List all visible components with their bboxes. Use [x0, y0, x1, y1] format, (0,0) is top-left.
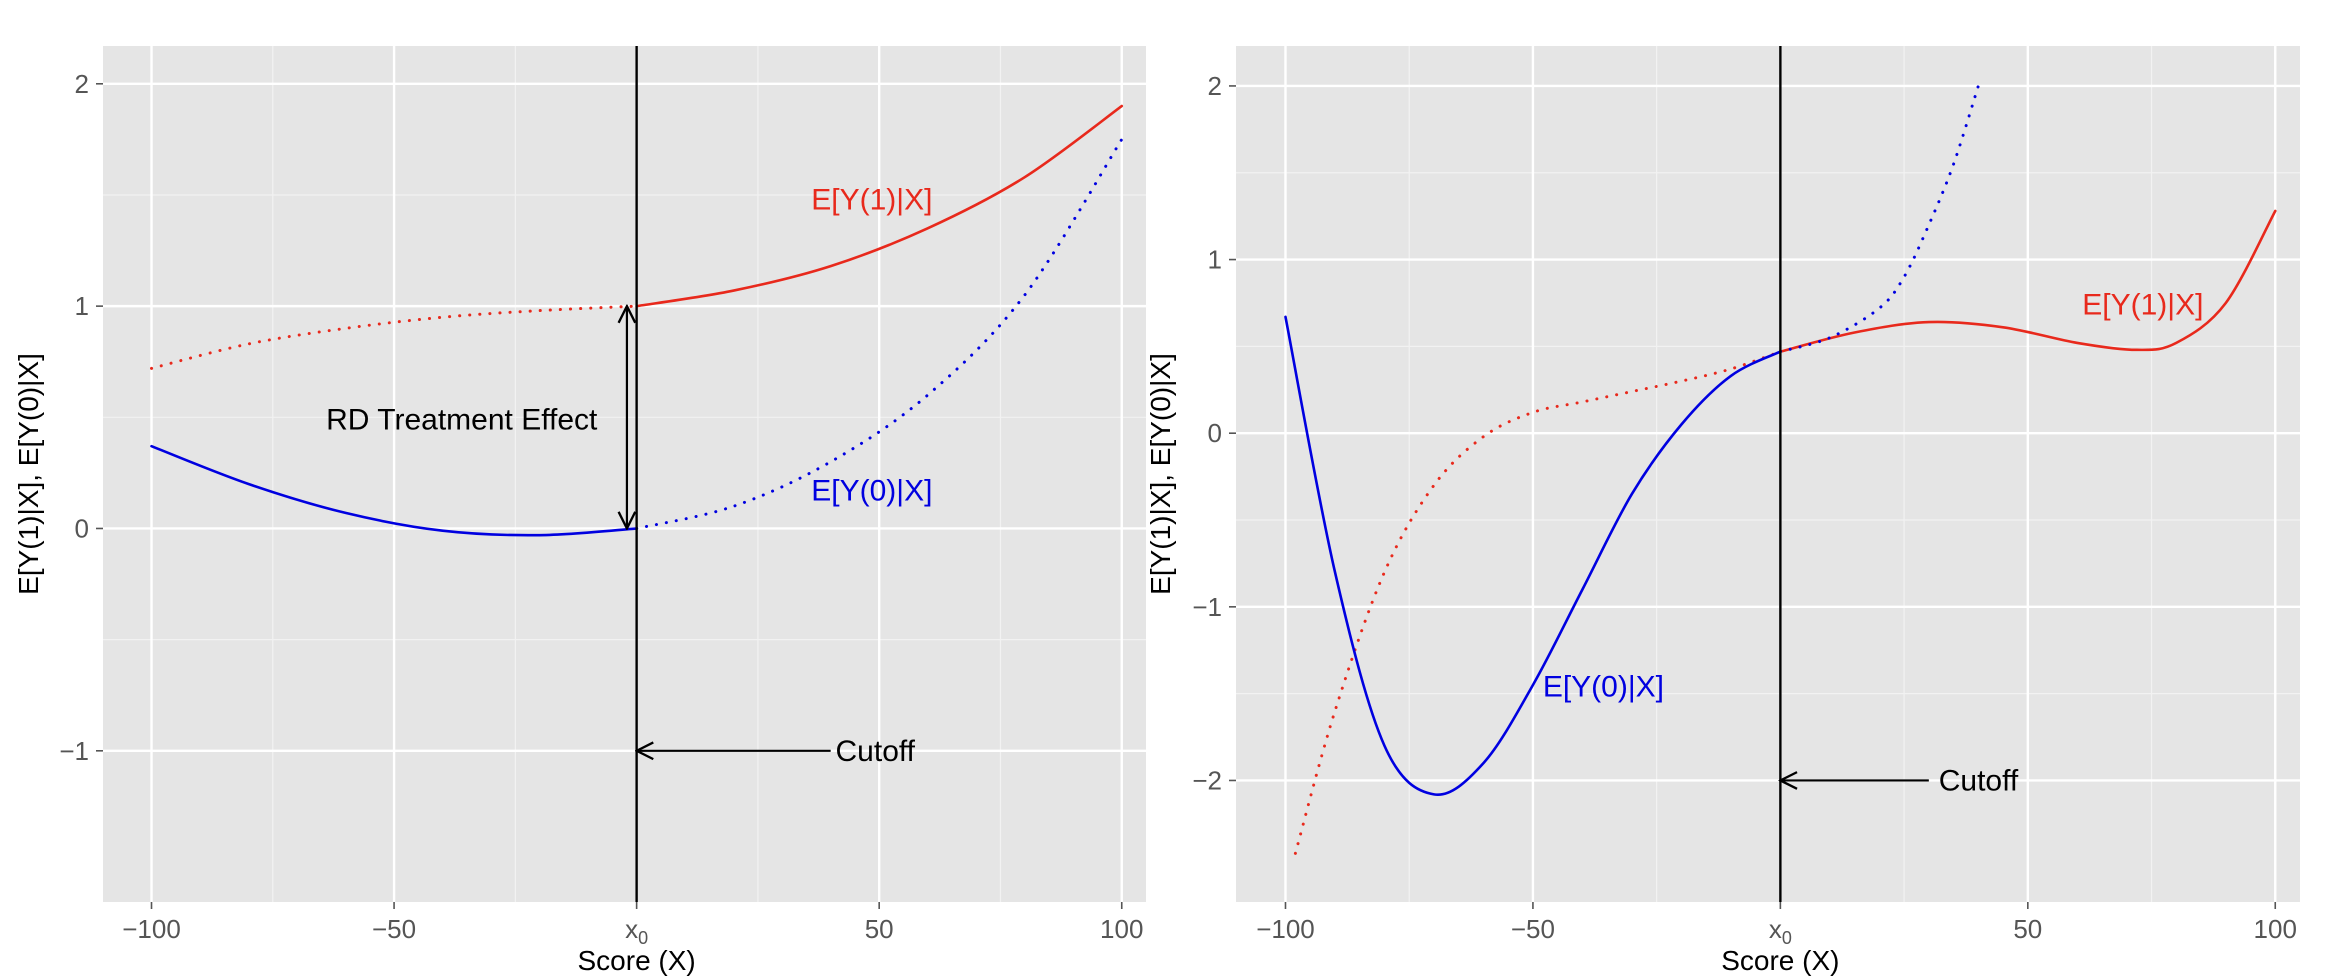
series-treated — [1293, 209, 2277, 855]
x-tick-label: 50 — [2013, 914, 2042, 944]
annotation-label: Cutoff — [836, 735, 916, 768]
chart-panel-2: −100 −50 x0 50 100 −2 −1 0 1 2 Score (X) E[Y(1)|X],… — [1145, 46, 2300, 976]
x-tick-label: x0 — [1769, 914, 1792, 948]
series-treated — [150, 104, 1124, 370]
y-axis-title: E[Y(1)|X], E[Y(0)|X] — [13, 353, 44, 595]
y-axis-title: E[Y(1)|X], E[Y(0)|X] — [1145, 353, 1176, 595]
x-tick-label: 100 — [2254, 914, 2297, 944]
series-line-counterfactual — [150, 304, 639, 370]
series-line-observed — [150, 444, 638, 537]
x-tick-label: −50 — [1511, 914, 1555, 944]
series-line-counterfactual — [1778, 84, 1980, 354]
x-tick-label: 100 — [1100, 914, 1143, 944]
chart-panel-1: −100 −50 x0 50 100 −1 0 1 2 Score (X) E[Y(1)|X], E… — [13, 46, 1146, 976]
y-tick-label: −1 — [1192, 592, 1222, 622]
data-region — [150, 104, 1124, 537]
y-tick-label: 0 — [75, 513, 89, 543]
plot-background — [1236, 46, 2300, 902]
annotation-label: E[Y(0)|X] — [811, 475, 932, 508]
y-tick-label: 2 — [75, 69, 89, 99]
series-control — [150, 137, 1124, 537]
x-tick-label: x0 — [625, 914, 648, 948]
annotation-label: RD Treatment Effect — [326, 404, 598, 437]
data-region — [1284, 84, 2277, 855]
y-tick-label: 1 — [1208, 245, 1222, 275]
x-tick-label: −100 — [122, 914, 181, 944]
series-line-counterfactual — [635, 137, 1124, 530]
y-tick-label: 1 — [75, 291, 89, 321]
series-line-counterfactual — [1293, 350, 1782, 855]
series-line-observed — [1284, 315, 1782, 796]
series-line-observed — [1779, 209, 2277, 353]
y-tick-label: −2 — [1192, 765, 1222, 795]
annotation-label: E[Y(0)|X] — [1543, 671, 1664, 704]
y-tick-label: −1 — [59, 736, 89, 766]
annotation-label: E[Y(1)|X] — [2082, 289, 2203, 322]
x-tick-label: −50 — [372, 914, 416, 944]
y-tick-label: 2 — [1208, 71, 1222, 101]
y-tick-label: 0 — [1208, 418, 1222, 448]
x-tick-label: −100 — [1256, 914, 1315, 944]
series-control — [1284, 84, 1980, 796]
x-axis-title: Score (X) — [578, 945, 696, 976]
annotation-label: Cutoff — [1939, 764, 2019, 797]
x-axis-title: Score (X) — [1721, 945, 1839, 976]
series-line-observed — [635, 104, 1124, 308]
annotation-label: E[Y(1)|X] — [811, 183, 932, 216]
plot-background — [103, 46, 1146, 902]
x-tick-label: 50 — [865, 914, 894, 944]
